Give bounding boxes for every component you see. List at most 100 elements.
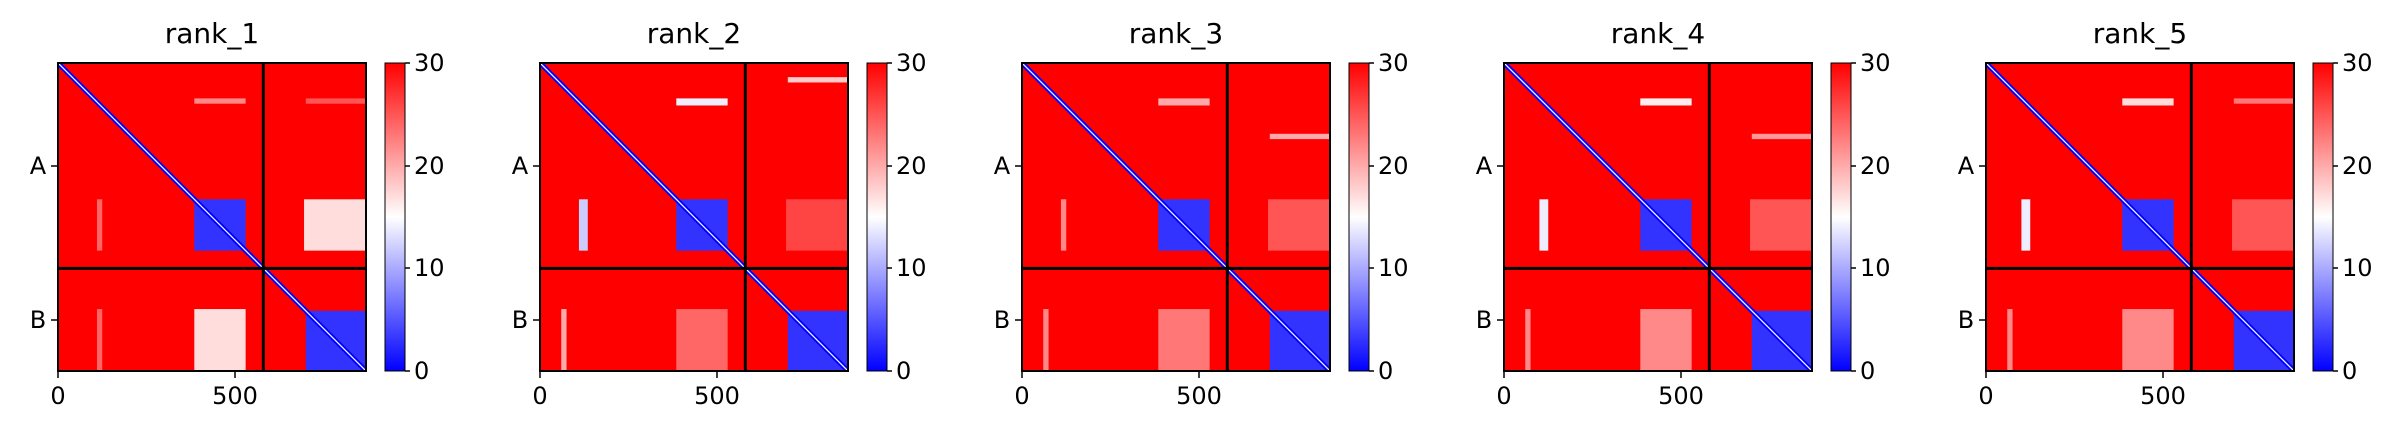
colorbar-gradient	[1348, 62, 1370, 372]
heatmap-region	[1158, 98, 1210, 106]
panel-title: rank_2	[647, 17, 741, 50]
y-axis: A B	[994, 152, 1022, 334]
x-axis: 0 500	[1496, 371, 1704, 410]
colorbar: 0 10 20 30	[384, 49, 445, 385]
colorbar-tick-label: 0	[414, 357, 429, 385]
colorbar-tick-label: 20	[896, 152, 927, 180]
diagonal-core	[58, 63, 366, 371]
x-tick-label: 0	[532, 382, 547, 410]
plot-frame	[539, 62, 849, 372]
x-tick-label: 500	[1658, 382, 1704, 410]
diagonal-core	[1986, 63, 2294, 371]
heatmap-region	[2233, 98, 2294, 104]
heatmap-area	[1504, 63, 1812, 371]
y-tick-label: B	[994, 306, 1010, 334]
panel-0: rank_1 0 500 A B 0 10 20 30	[30, 17, 445, 410]
heatmap-region	[2007, 309, 2013, 371]
colorbar-tick-label: 0	[1860, 357, 1875, 385]
heatmap-region	[305, 98, 366, 104]
panel-3: rank_4 0 500 A B 0 10 20 30	[1476, 17, 1891, 410]
colorbar: 0 10 20 30	[2312, 49, 2373, 385]
colorbar-tick-label: 20	[1860, 152, 1891, 180]
y-axis: A B	[1476, 152, 1504, 334]
x-tick-label: 500	[2140, 382, 2186, 410]
heatmap-region	[676, 98, 728, 106]
heatmap-region	[1268, 199, 1330, 251]
colorbar: 0 10 20 30	[1348, 49, 1409, 385]
colorbar-tick-label: 30	[414, 49, 445, 77]
colorbar-gradient	[2312, 62, 2334, 372]
colorbar-gradient	[1830, 62, 1852, 372]
heatmap-region	[1751, 133, 1812, 140]
panel-title: rank_4	[1611, 17, 1705, 50]
x-axis: 0 500	[50, 371, 258, 410]
colorbar-tick-label: 10	[1860, 254, 1891, 282]
y-tick-label: A	[512, 152, 529, 180]
heatmap-region	[2122, 309, 2174, 371]
y-tick-label: B	[1958, 306, 1974, 334]
heatmap-region	[787, 77, 848, 83]
x-tick-label: 0	[50, 382, 65, 410]
heatmap-region	[561, 309, 567, 371]
colorbar-gradient	[866, 62, 888, 372]
heatmap-region	[1539, 199, 1549, 251]
plot-frame	[1503, 62, 1813, 372]
x-tick-label: 500	[694, 382, 740, 410]
heatmap-region	[1750, 199, 1812, 251]
y-axis: A B	[512, 152, 540, 334]
heatmap-region	[1525, 309, 1531, 371]
colorbar-gradient	[384, 62, 406, 372]
plot-frame	[57, 62, 367, 372]
heatmap-region	[1269, 133, 1330, 140]
y-tick-label: B	[1476, 306, 1492, 334]
heatmap-region	[194, 309, 246, 371]
colorbar-tick-label: 20	[414, 152, 445, 180]
colorbar-tick-label: 10	[414, 254, 445, 282]
colorbar-tick-label: 0	[2342, 357, 2357, 385]
colorbar-tick-label: 10	[896, 254, 927, 282]
colorbar-tick-label: 20	[1378, 152, 1409, 180]
y-tick-label: A	[994, 152, 1011, 180]
heatmap-region	[2021, 199, 2031, 251]
x-tick-label: 0	[1014, 382, 1029, 410]
y-tick-label: B	[512, 306, 528, 334]
heatmap-region	[96, 199, 103, 251]
heatmap-area	[58, 63, 366, 371]
heatmap-region	[304, 199, 366, 251]
diagonal-core	[540, 63, 848, 371]
heatmap-region	[194, 98, 246, 104]
panel-title: rank_3	[1129, 17, 1223, 50]
panel-1: rank_2 0 500 A B 0 10 20 30	[512, 17, 927, 410]
y-tick-label: A	[30, 152, 47, 180]
x-axis: 0 500	[1978, 371, 2186, 410]
heatmap-region	[1060, 199, 1067, 251]
colorbar-tick-label: 10	[2342, 254, 2373, 282]
heatmap-region	[1640, 98, 1692, 106]
heatmap-region	[1043, 309, 1049, 371]
diagonal-core	[1504, 63, 1812, 371]
x-axis: 0 500	[1014, 371, 1222, 410]
heatmap-region	[2122, 98, 2174, 106]
y-tick-label: B	[30, 306, 46, 334]
x-axis: 0 500	[532, 371, 740, 410]
colorbar-tick-label: 0	[896, 357, 911, 385]
panel-2: rank_3 0 500 A B 0 10 20 30	[994, 17, 1409, 410]
heatmap-region	[96, 309, 103, 371]
colorbar-tick-label: 20	[2342, 152, 2373, 180]
x-tick-label: 500	[212, 382, 258, 410]
colorbar-tick-label: 30	[2342, 49, 2373, 77]
x-tick-label: 500	[1176, 382, 1222, 410]
colorbar: 0 10 20 30	[866, 49, 927, 385]
panel-4: rank_5 0 500 A B 0 10 20 30	[1958, 17, 2373, 410]
colorbar-tick-label: 10	[1378, 254, 1409, 282]
panel-title: rank_1	[165, 17, 259, 50]
x-tick-label: 0	[1496, 382, 1511, 410]
y-tick-label: A	[1476, 152, 1493, 180]
heatmap-region	[2232, 199, 2294, 251]
plot-frame	[1021, 62, 1331, 372]
colorbar-tick-label: 30	[896, 49, 927, 77]
heatmap-area	[1022, 63, 1330, 371]
heatmap-region	[1640, 309, 1692, 371]
plot-frame	[1985, 62, 2295, 372]
diagonal-core	[1022, 63, 1330, 371]
